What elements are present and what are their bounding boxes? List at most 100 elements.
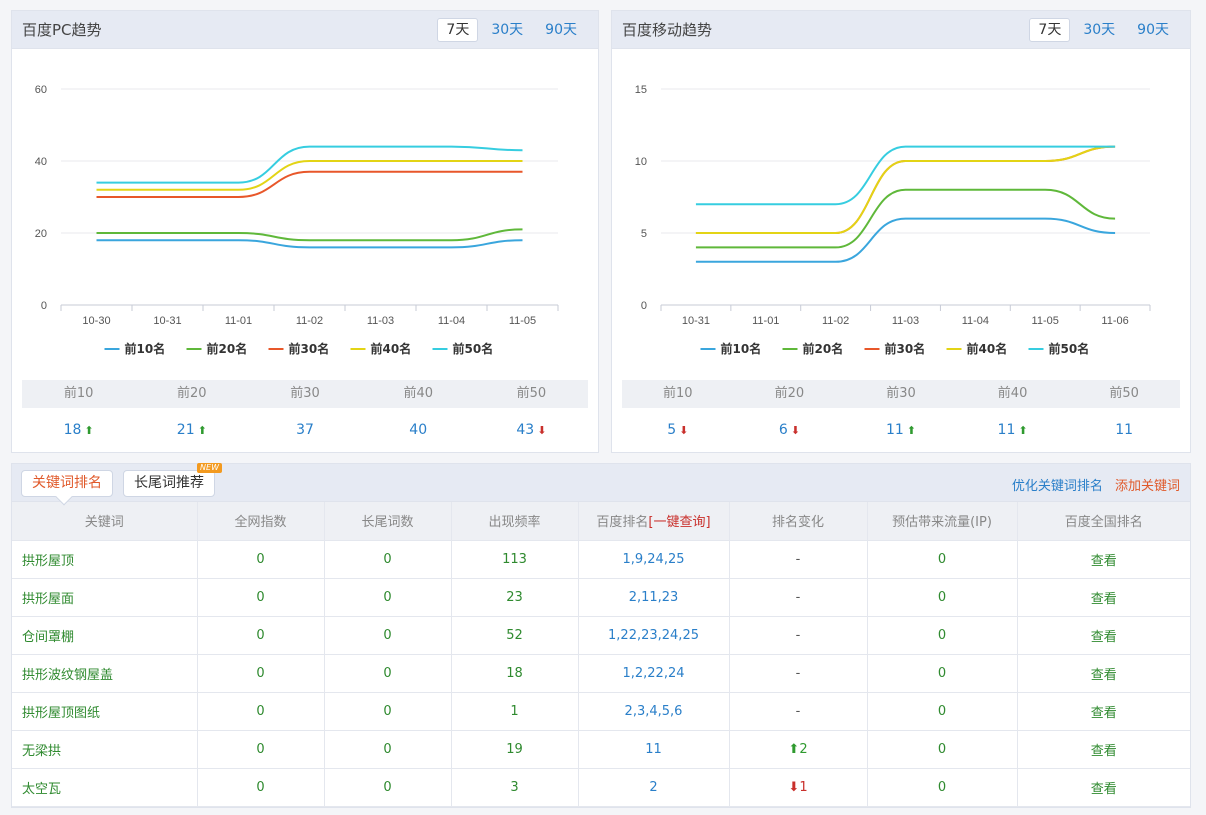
pc-stat-label: 前40 [403,386,433,401]
mobile-trend-panel: 百度移动趋势 7天 30天 90天 0 5 10 15 10-31 11-01 11-02 1… [611,10,1191,453]
view-national-rank-link[interactable]: 查看 [1017,540,1190,579]
legend-label[interactable]: 前40名 [967,341,1008,356]
table-row: 拱形屋顶图纸 0 0 1 2,3,4,5,6-0 查看 [12,692,1190,731]
mobile-stat-number: 11 [1115,422,1134,438]
traffic-cell: 0 [867,540,1018,579]
rank-change-value: 2 [799,741,808,757]
arrow-down-icon: ⬇ [788,779,800,795]
pc-stats-values: 18 ⬆ 21 ⬆ 37 40 43 ⬇ [22,416,588,445]
rank-change-cell: ⬇1 [729,768,868,807]
x-tick-label: 11-05 [1032,315,1059,327]
y-tick-label: 0 [41,300,47,312]
col-longtail: 长尾词数 [324,502,452,541]
rank-change-value: 1 [799,779,808,795]
col-rank-change: 排名变化 [729,502,868,541]
frequency-cell: 18 [451,654,579,693]
index-cell: 0 [197,540,325,579]
legend-label[interactable]: 前50名 [1049,341,1090,356]
y-tick-label: 0 [641,300,647,312]
legend-label[interactable]: 前30名 [289,341,330,356]
mobile-stat-label: 前40 [997,386,1028,401]
rank-change-value: - [795,703,801,719]
rank-change-cell: - [729,654,868,693]
x-tick-label: 11-02 [822,315,849,327]
mobile-tab-7d[interactable]: 7天 [1029,17,1071,42]
view-national-rank-link[interactable]: 查看 [1017,578,1190,617]
tab-keyword-ranking-label: 关键词排名 [32,475,102,491]
mobile-stat-value: 11 ⬆ [957,416,1069,445]
tab-longtail-recommend[interactable]: 长尾词推荐 NEW [123,463,222,497]
series-line [695,145,1116,235]
keyword-ranking-panel: 关键词排名 长尾词推荐 NEW 优化关键词排名 添加关键词 关键词 全网指数 长… [11,463,1191,808]
mobile-stat-value: 11 [1068,416,1180,445]
mobile-stat-label: 前20 [774,386,805,401]
rank-change-value: - [795,627,801,643]
col-baidu-rank: 百度排名[一键查询] [578,502,730,541]
pc-tab-7d[interactable]: 7天 [437,17,479,42]
tab-keyword-ranking[interactable]: 关键词排名 [21,470,113,506]
traffic-cell: 0 [867,768,1018,807]
pc-tab-30d[interactable]: 30天 [491,21,524,38]
view-national-rank-link[interactable]: 查看 [1017,692,1190,731]
rank-change-cell: - [729,692,868,731]
mobile-range-tabs: 7天 30天 90天 [1029,17,1178,42]
keyword-cell: 无梁拱 [12,730,198,769]
series-line [96,239,523,249]
rank-change-value: - [795,551,801,567]
rank-change-cell: - [729,578,868,617]
table-row: 仓间罩棚 0 0 52 1,22,23,24,25-0 查看 [12,616,1190,655]
x-tick-label: 11-01 [225,315,252,327]
keyword-table: 关键词 全网指数 长尾词数 出现频率 百度排名[一键查询] 排名变化 预估带来流… [12,502,1190,807]
view-national-rank-link[interactable]: 查看 [1017,654,1190,693]
legend-label[interactable]: 前40名 [371,341,412,356]
mobile-tab-90d[interactable]: 90天 [1137,21,1169,38]
keyword-cell: 太空瓦 [12,768,198,807]
view-national-rank-link[interactable]: 查看 [1017,616,1190,655]
pc-stat-number: 40 [409,422,428,438]
index-cell: 0 [197,730,325,769]
pc-stat-number: 43 [516,422,535,438]
pc-trend-panel: 百度PC趋势 7天 30天 90天 0 20 40 60 10-30 10-31 11-01… [11,10,599,453]
mobile-stats-header: 前10 前20 前30 前40 前50 [622,380,1180,408]
mobile-tab-30d[interactable]: 30天 [1083,21,1116,38]
arrow-down-icon: ⬇ [790,424,800,437]
pc-stats-header: 前10 前20 前30 前40 前50 [22,380,588,408]
view-national-rank-link[interactable]: 查看 [1017,730,1190,769]
pc-stat-value: 37 [248,416,361,445]
one-click-query-link[interactable]: [一键查询] [648,515,711,531]
y-tick-label: 40 [35,156,47,168]
x-tick-label: 11-03 [367,315,394,327]
series-line [96,145,523,184]
optimize-keyword-link[interactable]: 优化关键词排名 [1011,479,1103,494]
x-tick-label: 11-06 [1101,315,1128,327]
view-national-rank-link[interactable]: 查看 [1017,768,1190,807]
legend-label[interactable]: 前20名 [207,341,248,356]
y-tick-label: 15 [635,84,647,96]
pc-stat-number: 37 [296,422,314,438]
add-keyword-link[interactable]: 添加关键词 [1114,479,1180,494]
legend-label[interactable]: 前50名 [453,341,494,356]
pc-tab-90d[interactable]: 90天 [545,21,577,38]
arrow-up-icon: ⬆ [788,741,800,757]
pc-trend-header: 百度PC趋势 7天 30天 90天 [12,11,598,49]
frequency-cell: 1 [451,692,579,731]
series-line [695,145,1116,206]
table-row: 太空瓦 0 0 3 2 ⬇1 0 查看 [12,768,1190,807]
legend-label[interactable]: 前20名 [803,341,844,356]
legend-label[interactable]: 前10名 [721,341,762,356]
index-cell: 0 [197,616,325,655]
arrow-down-icon: ⬇ [537,424,547,437]
x-tick-label: 11-02 [296,315,323,327]
tab-longtail-label: 长尾词推荐 [134,475,204,491]
traffic-cell: 0 [867,616,1018,655]
legend-label[interactable]: 前10名 [125,341,166,356]
mobile-trend-header: 百度移动趋势 7天 30天 90天 [612,11,1190,49]
mobile-stat-number: 6 [778,422,788,438]
baidu-rank-cell: 1,2,22,24 [578,654,730,693]
longtail-cell: 0 [324,578,452,617]
arrow-down-icon: ⬇ [679,424,689,437]
col-keyword: 关键词 [12,502,198,541]
legend-label[interactable]: 前30名 [885,341,926,356]
keyword-actions: 优化关键词排名 添加关键词 [1004,475,1180,494]
longtail-cell: 0 [324,654,452,693]
